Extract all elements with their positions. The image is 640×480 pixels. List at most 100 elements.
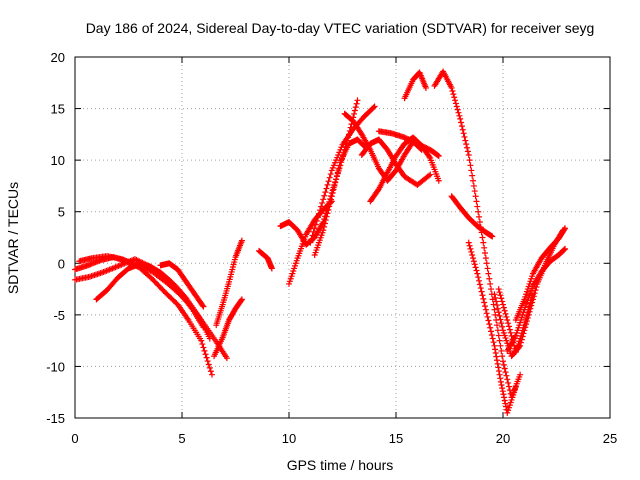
data-point	[207, 368, 214, 375]
data-point	[470, 182, 477, 189]
data-point	[521, 322, 528, 329]
data-point	[319, 199, 326, 206]
data-point	[485, 270, 492, 277]
series-track-1	[72, 254, 215, 378]
chart-title: Day 186 of 2024, Sidereal Day-to-day VTE…	[86, 20, 595, 36]
data-point	[307, 239, 314, 246]
data-point	[508, 333, 515, 340]
data-point	[502, 310, 509, 317]
data-point	[493, 353, 500, 360]
data-point	[561, 226, 568, 233]
data-point	[449, 88, 456, 95]
data-point	[486, 321, 493, 328]
y-tick-label: 5	[58, 205, 65, 220]
data-point	[481, 299, 488, 306]
data-point	[514, 343, 521, 350]
data-point	[200, 344, 207, 351]
data-point	[479, 234, 486, 241]
data-point	[314, 214, 321, 221]
data-point	[317, 207, 324, 214]
data-point	[484, 313, 491, 320]
data-point	[351, 107, 358, 114]
data-point	[325, 206, 332, 213]
data-point	[480, 295, 487, 302]
data-point	[501, 394, 508, 401]
data-point	[490, 339, 497, 346]
data-point	[321, 192, 328, 199]
data-point	[499, 323, 506, 330]
data-point	[562, 245, 569, 252]
data-point	[452, 100, 459, 107]
data-point	[483, 260, 490, 267]
data-point	[206, 364, 213, 371]
data-point	[528, 297, 535, 304]
data-point	[501, 365, 508, 372]
data-marks	[72, 68, 569, 416]
data-point	[512, 384, 519, 391]
data-point	[516, 338, 523, 345]
data-point	[435, 177, 442, 184]
series-track-8	[256, 247, 275, 272]
data-point	[352, 104, 359, 111]
data-point	[525, 306, 532, 313]
data-point	[517, 371, 524, 378]
data-point	[354, 97, 361, 104]
data-point	[454, 106, 461, 113]
data-point	[459, 126, 466, 133]
data-point	[497, 375, 504, 382]
data-point	[326, 203, 333, 210]
data-point	[199, 341, 206, 348]
data-point	[476, 213, 483, 220]
data-point	[458, 119, 465, 126]
data-point	[464, 148, 471, 155]
data-point	[453, 103, 460, 110]
series-track-16	[358, 136, 434, 188]
y-axis-label: SDTVAR / TECUs	[5, 182, 21, 294]
data-point	[491, 342, 498, 349]
data-point	[205, 361, 212, 368]
data-point	[471, 188, 478, 195]
data-point	[478, 288, 485, 295]
data-point	[333, 176, 340, 183]
data-point	[560, 247, 567, 254]
series-track-4	[93, 261, 207, 331]
data-point	[500, 301, 506, 308]
data-point	[448, 84, 455, 91]
data-point	[483, 310, 490, 317]
data-point	[487, 280, 494, 287]
data-point	[499, 298, 506, 305]
data-point	[494, 327, 501, 334]
y-tick-label: 0	[58, 256, 65, 271]
data-point	[427, 171, 434, 178]
data-point	[467, 162, 474, 169]
data-point	[496, 371, 503, 378]
series-track-20	[465, 239, 519, 416]
data-point	[322, 189, 329, 196]
x-tick-label: 10	[282, 431, 296, 446]
data-point	[504, 376, 511, 383]
data-point	[512, 348, 519, 355]
data-point	[484, 265, 491, 272]
series-track-24	[495, 286, 536, 355]
data-point	[529, 294, 536, 301]
data-point	[310, 228, 317, 235]
data-point	[475, 208, 482, 215]
data-point	[434, 152, 441, 159]
data-point	[308, 236, 315, 243]
data-point	[470, 258, 477, 265]
data-point	[422, 84, 429, 91]
y-tick-label: 15	[51, 102, 65, 117]
axis-ticks: 0 5 10 15 20 25 -15 -10 -5 0 5 10 15 20	[46, 50, 617, 446]
data-point	[495, 286, 502, 293]
data-point	[336, 162, 343, 169]
x-axis-label: GPS time / hours	[287, 457, 394, 473]
data-point	[501, 397, 508, 404]
data-point	[503, 313, 510, 320]
data-point	[523, 315, 530, 322]
data-point	[511, 342, 518, 349]
x-tick-label: 20	[496, 431, 510, 446]
data-point	[323, 185, 330, 192]
data-point	[505, 320, 512, 327]
data-point	[562, 225, 569, 232]
data-point	[463, 141, 470, 148]
